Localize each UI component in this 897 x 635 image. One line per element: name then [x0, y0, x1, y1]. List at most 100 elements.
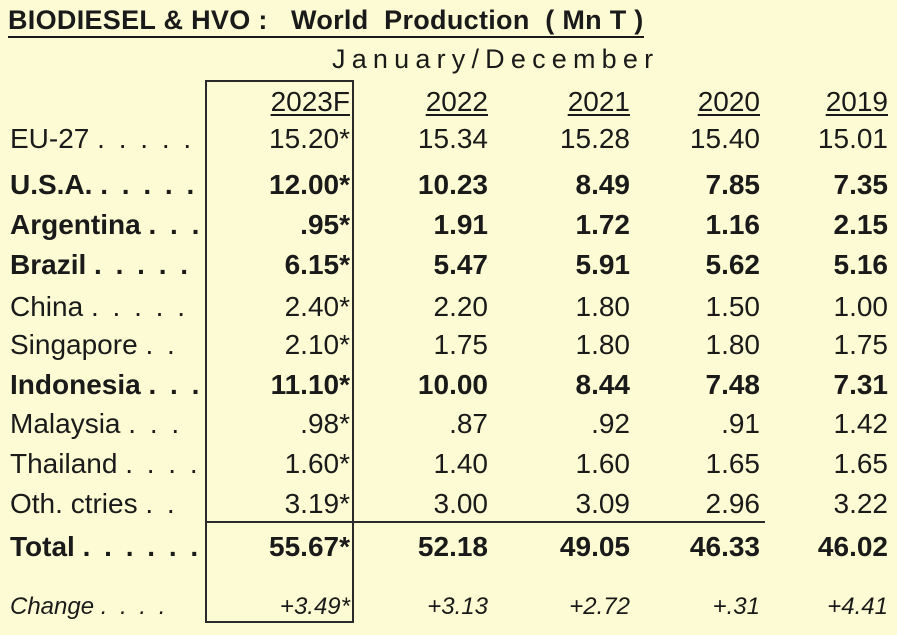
table-row-value-2022: 10.23 — [417, 169, 488, 200]
table-row-value-2021: 8.44 — [575, 369, 631, 400]
table-row-value-2021: 1.60 — [575, 448, 631, 479]
row-name: EU-27 — [10, 123, 90, 154]
table-row-label: Brazil . . . . . . — [10, 246, 200, 284]
row-name: Indonesia — [10, 369, 141, 400]
table-row-value-2023f: 15.20* — [269, 123, 350, 154]
column-header-2020: 2020 — [697, 86, 760, 117]
table-row-value-2023f: 2.10* — [284, 329, 350, 360]
change-row-value-2020: +.31 — [712, 593, 760, 620]
change-row-value-2019: +4.41 — [827, 593, 888, 620]
table-row-value-2023f: 2.40* — [284, 291, 350, 322]
table-row-value-2021: 1.72 — [575, 209, 631, 240]
table-row-value-2019: 1.65 — [833, 448, 889, 479]
row-name: Thailand — [10, 448, 118, 479]
table-row-value-2019: 2.15 — [833, 209, 889, 240]
table-row-label: Oth. ctries . . — [10, 485, 200, 523]
table-row-value-2022: 5.47 — [433, 249, 489, 280]
column-header-2019: 2019 — [825, 86, 888, 117]
column-header-2021: 2021 — [567, 86, 630, 117]
table-row-value-2020: 1.65 — [705, 448, 761, 479]
table-row-value-2022: 1.75 — [433, 329, 489, 360]
table-row-value-2022: 3.00 — [433, 488, 489, 519]
table-title: BIODIESEL & HVO : World Production ( Mn … — [8, 4, 644, 38]
table-row-value-2021: 1.80 — [575, 329, 631, 360]
table-row-value-2020: 15.40 — [689, 123, 760, 154]
total-row-value-2023f: 55.67* — [269, 531, 350, 562]
total-row-value-2020: 46.33 — [689, 531, 760, 562]
change-row-value-2022: +3.13 — [427, 593, 488, 620]
table-row-value-2021: .92 — [591, 408, 630, 439]
table-row-value-2021: 8.49 — [575, 169, 631, 200]
table-row-label: EU-27 . . . . . — [10, 120, 200, 158]
total-row-value-2019: 46.02 — [817, 531, 888, 562]
table-row-value-2019: 1.00 — [833, 291, 889, 322]
table-row-value-2020: 1.80 — [705, 329, 761, 360]
table-row-value-2023f: .95* — [300, 209, 350, 240]
table-row-value-2021: 3.09 — [575, 488, 631, 519]
table-row-value-2019: 7.31 — [833, 369, 889, 400]
total-row-label: Total . . . . . . — [10, 528, 200, 566]
leader-dots: . . — [145, 329, 178, 360]
leader-dots: . . . — [148, 369, 200, 400]
total-row-value-2022: 52.18 — [417, 531, 488, 562]
row-name: Total — [10, 531, 75, 562]
change-row-value-2023f: +3.49* — [279, 593, 350, 620]
leader-dots: . . . . — [125, 448, 200, 479]
table-row-label: Argentina . . . — [10, 206, 200, 244]
total-divider — [205, 521, 765, 523]
table-row-value-2023f: 12.00* — [269, 169, 350, 200]
row-name: Brazil — [10, 249, 87, 280]
table-row-value-2023f: 1.60* — [284, 448, 350, 479]
table-row-value-2019: 1.75 — [833, 329, 889, 360]
leader-dots: . . . — [128, 408, 183, 439]
table-row-value-2020: 7.85 — [705, 169, 761, 200]
table-row-value-2023f: 3.19* — [284, 488, 350, 519]
table-row-value-2021: 1.80 — [575, 291, 631, 322]
leader-dots: . . . . . . — [82, 531, 200, 562]
row-name: Singapore — [10, 329, 138, 360]
row-name: China — [10, 291, 84, 322]
table-row-value-2022: 10.00 — [417, 369, 488, 400]
leader-dots: . . . — [148, 209, 200, 240]
column-header-2022: 2022 — [425, 86, 488, 117]
table-row-label: Indonesia . . . — [10, 366, 200, 404]
table-row-value-2023f: .98* — [300, 408, 350, 439]
row-name: Argentina — [10, 209, 141, 240]
table-row-label: China . . . . . . — [10, 288, 200, 326]
table-row-label: Singapore . . — [10, 326, 200, 364]
leader-dots: . . . . — [100, 593, 169, 620]
table-row-label: Thailand . . . . — [10, 445, 200, 483]
row-name: Oth. ctries — [10, 488, 138, 519]
row-name: Change — [10, 593, 95, 620]
table-row-value-2019: 3.22 — [833, 488, 889, 519]
forecast-column-frame — [205, 80, 354, 623]
table-row-value-2022: 15.34 — [417, 123, 488, 154]
leader-dots: . . . . . . — [90, 291, 200, 322]
leader-dots: . . . . . — [100, 169, 198, 200]
table-row-value-2020: 5.62 — [705, 249, 761, 280]
table-row-value-2023f: 6.15* — [284, 249, 350, 280]
column-header-2023f: 2023F — [270, 86, 350, 117]
table-row-value-2022: .87 — [449, 408, 488, 439]
leader-dots: . . . . . . — [94, 249, 200, 280]
table-row-value-2020: 1.50 — [705, 291, 761, 322]
table-row-value-2022: 1.91 — [433, 209, 489, 240]
table-row-value-2022: 1.40 — [433, 448, 489, 479]
leader-dots: . . — [145, 488, 178, 519]
period-subtitle: January/December — [332, 44, 660, 74]
table-row-value-2019: 1.42 — [833, 408, 889, 439]
leader-dots: . . . . . — [97, 123, 195, 154]
table-row-value-2020: 7.48 — [705, 369, 761, 400]
table-row-value-2019: 7.35 — [833, 169, 889, 200]
table-row-value-2019: 5.16 — [833, 249, 889, 280]
total-row-value-2021: 49.05 — [559, 531, 630, 562]
table-row-value-2021: 15.28 — [559, 123, 630, 154]
table-row-label: Malaysia . . . — [10, 405, 200, 443]
change-row-value-2021: +2.72 — [569, 593, 630, 620]
table-row-value-2023f: 11.10* — [270, 369, 350, 400]
table-row-value-2022: 2.20 — [433, 291, 489, 322]
row-name: Malaysia — [10, 408, 121, 439]
table-row-value-2021: 5.91 — [575, 249, 631, 280]
change-row-label: Change . . . . — [10, 588, 200, 626]
table-row-value-2019: 15.01 — [817, 123, 888, 154]
